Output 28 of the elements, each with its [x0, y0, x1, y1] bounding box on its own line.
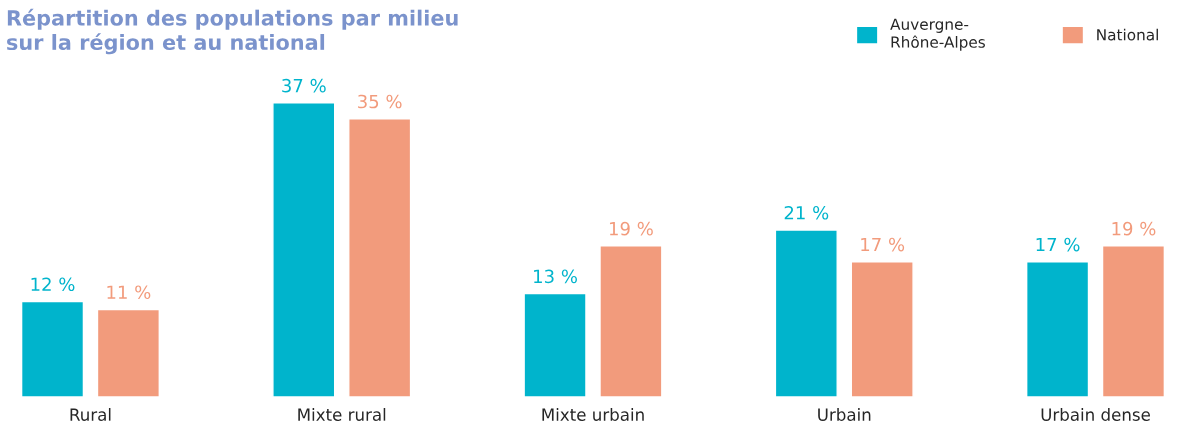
x-tick-label: Rural	[70, 408, 111, 421]
data-label: 19 %	[609, 221, 653, 236]
bar	[850, 261, 914, 397]
data-label: 12 %	[31, 277, 75, 292]
x-tick-label: Mixte rural	[298, 408, 386, 421]
bar	[272, 102, 336, 397]
data-label: 17 %	[1036, 237, 1080, 252]
bar	[1025, 261, 1090, 397]
data-label: 19 %	[1112, 221, 1156, 236]
x-tick-label: Urbain dense	[1041, 408, 1150, 421]
legend-label: Auvergne- Rhône-Alpes	[890, 18, 985, 51]
bar	[774, 229, 838, 397]
x-tick-label: Urbain	[818, 408, 871, 421]
data-label: 35 %	[358, 94, 402, 109]
data-label: 13 %	[534, 269, 577, 284]
x-tick-label: Mixte urbain	[542, 408, 644, 421]
data-label: 21 %	[784, 205, 829, 220]
bar	[599, 245, 663, 397]
legend-label: National	[1097, 28, 1158, 41]
bar	[96, 308, 160, 397]
bar	[20, 300, 85, 397]
data-label: 37 %	[282, 78, 326, 93]
bar	[348, 118, 412, 397]
chart-title: Répartition des populations par milieu sur la région et au national	[7, 8, 458, 55]
bar	[523, 292, 587, 397]
bar	[1101, 245, 1166, 397]
data-label: 17 %	[861, 237, 905, 252]
data-label: 11 %	[107, 285, 151, 300]
